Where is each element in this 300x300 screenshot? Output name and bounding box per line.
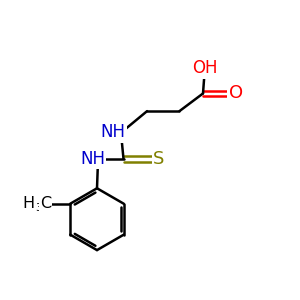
Text: O: O: [229, 85, 243, 103]
Text: 3: 3: [35, 202, 42, 213]
Text: S: S: [153, 150, 164, 168]
Text: H: H: [23, 196, 35, 211]
Text: NH: NH: [101, 123, 126, 141]
Text: NH: NH: [80, 150, 105, 168]
Text: C: C: [40, 196, 51, 211]
Text: OH: OH: [192, 59, 217, 77]
